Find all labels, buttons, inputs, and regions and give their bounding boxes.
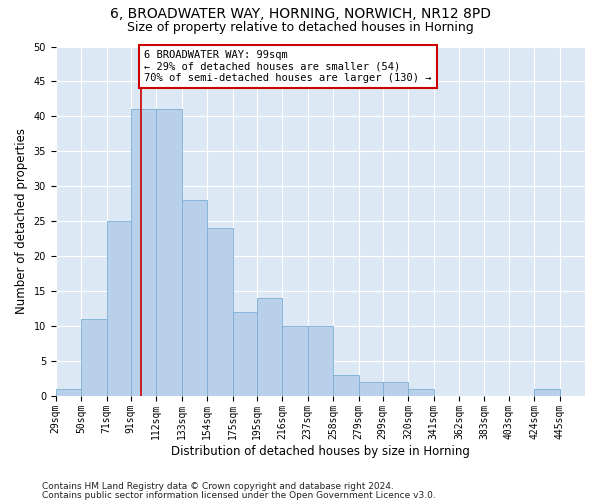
Bar [359,382,383,396]
Bar [383,382,408,396]
Bar [207,228,233,396]
Bar [534,389,560,396]
Bar [131,110,156,396]
Bar [282,326,308,396]
Text: Contains public sector information licensed under the Open Government Licence v3: Contains public sector information licen… [42,490,436,500]
X-axis label: Distribution of detached houses by size in Horning: Distribution of detached houses by size … [171,444,470,458]
Bar [56,389,81,396]
Y-axis label: Number of detached properties: Number of detached properties [15,128,28,314]
Bar [333,375,359,396]
Bar [534,389,560,396]
Bar [182,200,207,396]
Text: Size of property relative to detached houses in Horning: Size of property relative to detached ho… [127,21,473,34]
Text: Contains HM Land Registry data © Crown copyright and database right 2024.: Contains HM Land Registry data © Crown c… [42,482,394,491]
Bar [81,319,107,396]
Text: 6, BROADWATER WAY, HORNING, NORWICH, NR12 8PD: 6, BROADWATER WAY, HORNING, NORWICH, NR1… [110,8,491,22]
Bar [257,298,282,396]
Bar [107,222,131,396]
Bar [233,312,257,396]
Bar [156,110,182,396]
Bar [308,326,333,396]
Text: 6 BROADWATER WAY: 99sqm
← 29% of detached houses are smaller (54)
70% of semi-de: 6 BROADWATER WAY: 99sqm ← 29% of detache… [144,50,431,83]
Bar [408,389,434,396]
